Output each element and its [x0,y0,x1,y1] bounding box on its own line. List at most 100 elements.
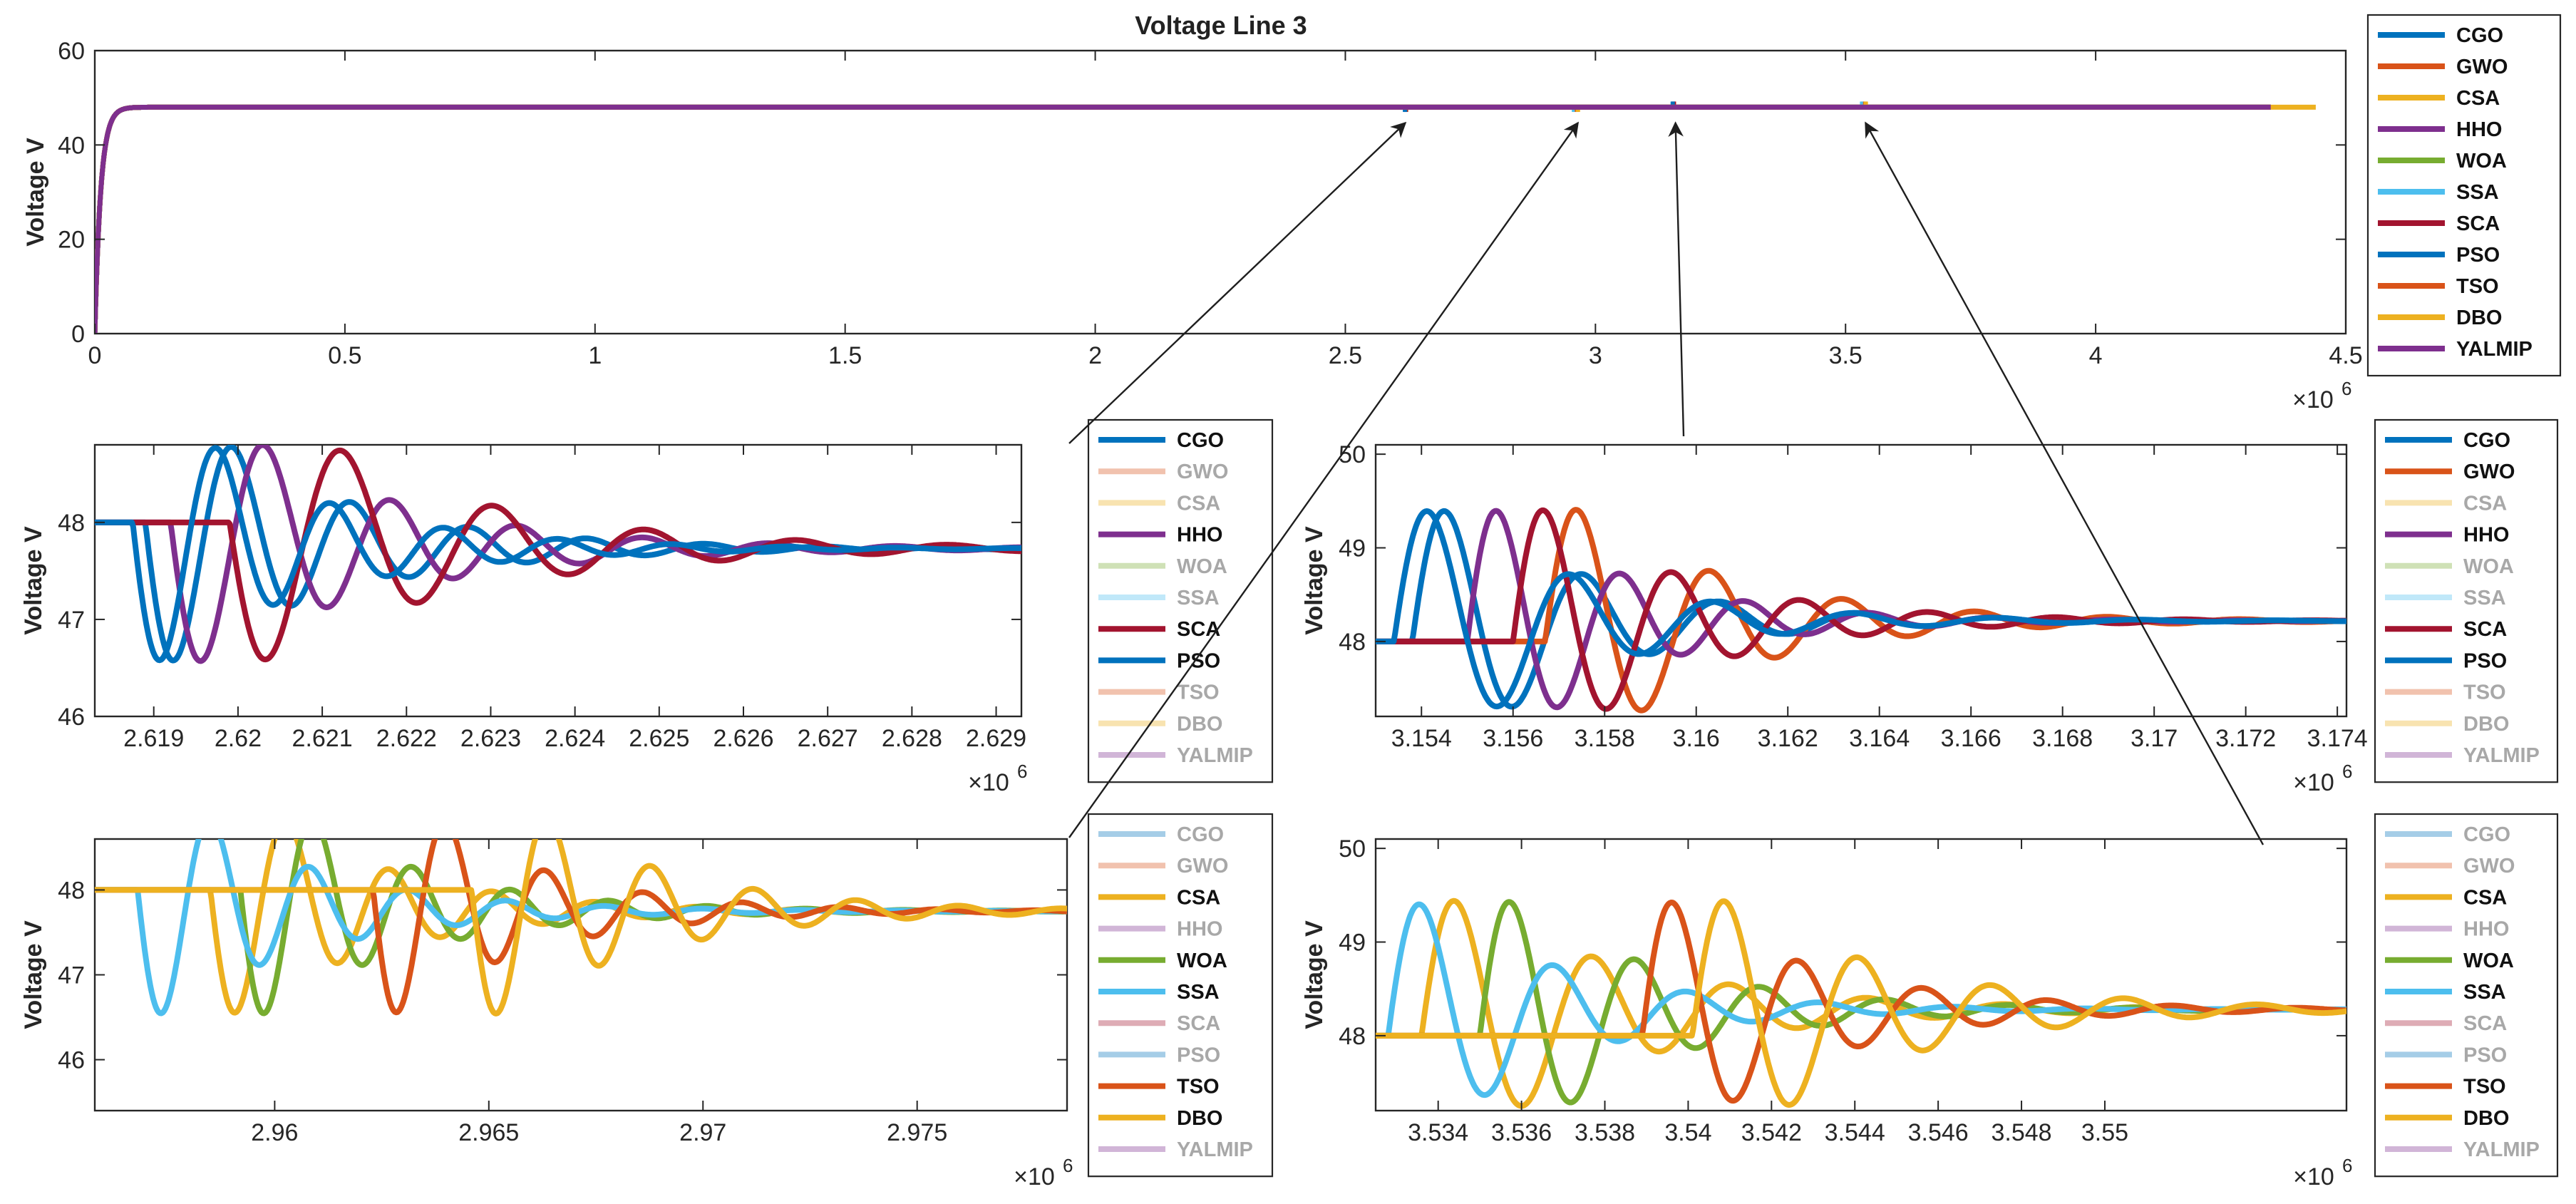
legend-label-zoom4-sca: SCA [2463,1012,2507,1035]
legend-label-zoom2-yalmip: YALMIP [2463,744,2540,767]
legend-zoom3: CGO GWO CSA HHO WOA SSA SCA PSO TSO DBO YALMIP [1087,813,1274,1178]
series-group-main [95,101,2316,334]
x-tick-label-zoom1-0: 2.619 [123,725,184,752]
zoom-arrow-zoom2 [1668,121,1685,437]
legend-label-zoom4-hho: HHO [2463,918,2509,941]
legend-label-main-dbo: DBO [2456,307,2502,329]
y-tick-label-zoom2-0: 48 [1339,629,1366,656]
x-exponent-power-zoom4: 6 [2342,1155,2352,1176]
x-tick-label-zoom3-2: 2.97 [679,1119,726,1146]
legend-label-zoom1-woa: WOA [1177,555,1227,578]
x-tick-label-zoom1-3: 2.622 [376,725,437,752]
legend-label-zoom2-woa: WOA [2463,555,2514,578]
x-tick-label-main-1: 0.5 [328,342,361,369]
figure-title: Voltage Line 3 [1135,11,1307,40]
legend-label-zoom4-gwo: GWO [2463,855,2515,878]
x-tick-label-zoom4-4: 3.542 [1741,1119,1802,1146]
series-group-zoom3 [95,839,1067,1017]
plot-area-zoom3 [93,838,1068,1112]
series-group-zoom4 [1376,897,2346,1109]
x-tick-label-zoom1-7: 2.626 [713,725,773,752]
x-exponent-main: ×10 [2292,386,2334,413]
legend-label-zoom4-pso: PSO [2463,1044,2507,1066]
x-tick-label-zoom2-6: 3.166 [1941,725,2001,752]
x-tick-label-main-7: 3.5 [1829,342,1863,369]
x-exponent-power-main: 6 [2341,378,2351,399]
x-exponent-zoom4: ×10 [2293,1163,2334,1190]
legend-label-main-hho: HHO [2456,118,2502,141]
x-tick-label-zoom2-1: 3.156 [1483,725,1543,752]
legend-label-zoom3-hho: HHO [1177,918,1222,941]
legend-label-zoom1-hho: HHO [1177,524,1222,547]
legend-label-main-yalmip: YALMIP [2456,338,2533,361]
chart-panel-main: 0 0.5 1 1.5 2 2.5 3 3.5 4 4.5 0 20 40 60 Voltage V ×10 6… [22,14,2562,413]
legend-label-zoom1-tso: TSO [1177,681,1220,704]
y-tick-label-main-2: 40 [58,132,85,159]
series-line-zoom3-dbo [95,839,1067,1017]
legend-label-zoom4-tso: TSO [2463,1076,2506,1098]
y-tick-label-main-3: 60 [58,38,85,65]
chart-panel-zoom2: 3.154 3.156 3.158 3.16 3.162 3.164 3.166 3.168 3… [1301,418,2559,796]
chart-panel-zoom4: 3.534 3.536 3.538 3.54 3.542 3.544 3.546 3.548 3… [1301,813,2559,1190]
legend-label-main-woa: WOA [2456,150,2507,173]
x-tick-label-main-5: 2.5 [1329,342,1362,369]
series-group-zoom2 [1376,507,2346,714]
legend-label-zoom3-woa: WOA [1177,950,1227,972]
legend-label-main-gwo: GWO [2456,56,2508,78]
y-tick-label-zoom1-0: 46 [58,704,85,731]
x-tick-label-zoom4-0: 3.534 [1408,1119,1468,1146]
x-tick-label-zoom2-0: 3.154 [1391,725,1452,752]
legend-label-main-tso: TSO [2456,275,2499,298]
x-tick-label-zoom4-2: 3.538 [1575,1119,1635,1146]
legend-label-zoom1-sca: SCA [1177,618,1220,641]
x-tick-label-main-4: 2 [1088,342,1102,369]
x-tick-label-zoom1-2: 2.621 [292,725,353,752]
x-exponent-power-zoom1: 6 [1017,761,1027,782]
x-tick-label-main-3: 1.5 [828,342,862,369]
legend-label-zoom2-hho: HHO [2463,524,2509,547]
x-tick-label-zoom2-3: 3.16 [1673,725,1720,752]
y-tick-label-zoom4-2: 50 [1339,835,1366,863]
legend-label-zoom4-csa: CSA [2463,886,2507,909]
y-tick-label-zoom3-1: 47 [58,962,85,989]
legend-label-zoom2-cgo: CGO [2463,429,2510,452]
legend-label-zoom1-csa: CSA [1177,492,1220,515]
x-tick-label-zoom1-8: 2.627 [798,725,858,752]
series-line-zoom4-ssa [1376,901,2346,1098]
y-tick-label-main-0: 0 [71,321,85,348]
x-tick-label-zoom1-5: 2.624 [545,725,605,752]
x-exponent-zoom1: ×10 [968,769,1009,796]
x-exponent-zoom2: ×10 [2293,769,2334,796]
x-tick-label-zoom4-7: 3.548 [1992,1119,2052,1146]
legend-label-zoom4-woa: WOA [2463,950,2514,972]
legend-label-main-cgo: CGO [2456,24,2503,47]
y-tick-label-zoom4-0: 48 [1339,1023,1366,1050]
y-axis-label-zoom3: Voltage V [20,920,47,1029]
y-axis-label-zoom2: Voltage V [1301,526,1328,635]
zoom-arrow-zoom3 [1068,121,1580,838]
series-line-zoom2-pso [1376,508,2346,710]
x-tick-label-zoom4-1: 3.536 [1491,1119,1552,1146]
legend-label-zoom3-yalmip: YALMIP [1177,1138,1253,1161]
x-tick-label-zoom4-5: 3.544 [1825,1119,1885,1146]
x-exponent-power-zoom2: 6 [2342,761,2352,782]
x-tick-label-zoom1-9: 2.628 [882,725,942,752]
y-tick-label-zoom1-2: 48 [58,510,85,537]
legend-label-main-csa: CSA [2456,87,2500,110]
legend-label-zoom1-ssa: SSA [1177,587,1220,609]
legend-label-zoom1-dbo: DBO [1177,713,1222,736]
x-tick-label-main-9: 4.5 [2329,342,2362,369]
y-tick-label-zoom2-1: 49 [1339,535,1366,562]
plot-area-zoom4 [1374,838,2348,1112]
x-tick-label-zoom1-4: 2.623 [460,725,521,752]
x-tick-label-main-6: 3 [1589,342,1602,369]
x-tick-label-zoom1-6: 2.625 [629,725,689,752]
legend-label-main-sca: SCA [2456,212,2500,235]
legend-main: CGO GWO CSA HHO WOA SSA SCA PSO TSO DBO YALMIP [2366,14,2562,377]
legend-label-zoom3-ssa: SSA [1177,981,1220,1004]
y-axis-label-zoom1: Voltage V [20,526,47,635]
legend-label-zoom4-ssa: SSA [2463,981,2506,1004]
legend-label-zoom2-gwo: GWO [2463,460,2515,483]
y-tick-label-zoom3-2: 48 [58,877,85,904]
